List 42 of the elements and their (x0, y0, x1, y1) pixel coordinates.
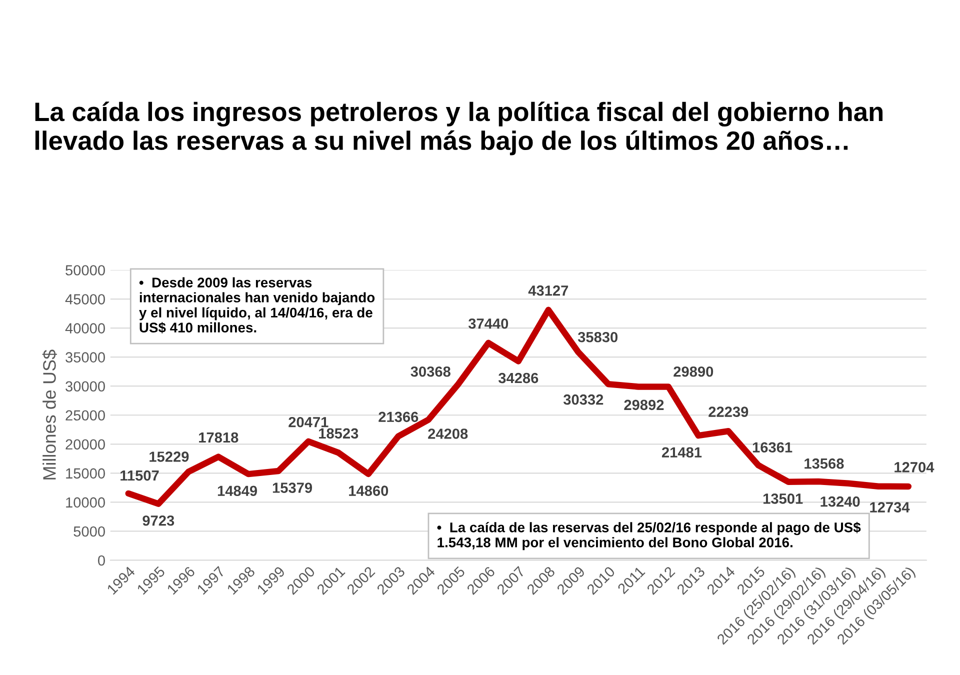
data-label: 14860 (349, 486, 388, 496)
data-label: 30368 (410, 366, 450, 377)
data-label: 20471 (288, 416, 328, 428)
data-label: 30332 (563, 394, 604, 405)
data-label: 24208 (428, 428, 468, 439)
annotation: • La caída de las reservas del 25/02/16 responde al pago de US$ 1.543,18 MM por el vencimiento del Bono Global 2016. (437, 522, 861, 550)
y-tick-label: 45000 (65, 294, 105, 304)
y-tick-label: 25000 (66, 410, 105, 421)
data-label: 43127 (528, 285, 568, 296)
y-tick-label: 30000 (66, 381, 105, 392)
chart-title: La caída los ingresos petroleros y la política fiscal del gobierno han llevado las reservas a su nivel más bajo de los últimos 20 años… (35, 102, 883, 156)
data-label: 9723 (142, 515, 174, 526)
data-label: 12734 (870, 502, 910, 512)
data-label: 21366 (378, 412, 418, 422)
data-label: 29890 (674, 366, 714, 377)
data-label: 22239 (708, 406, 748, 418)
data-label: 37440 (468, 318, 508, 329)
y-tick-label: 5000 (74, 526, 105, 537)
y-tick-label: 0 (98, 555, 105, 566)
y-axis-title: Millones de US$ (42, 350, 57, 480)
data-label: 13240 (820, 496, 860, 507)
data-label: 15229 (150, 452, 189, 462)
data-label: 21481 (662, 447, 702, 458)
data-label: 11507 (120, 470, 159, 481)
data-label: 12704 (894, 462, 934, 472)
data-label: 13568 (804, 458, 844, 469)
data-label: 35830 (578, 332, 618, 342)
data-label: 16361 (752, 442, 792, 453)
data-label: 34286 (498, 372, 538, 384)
data-label: 17818 (199, 432, 238, 443)
y-tick-label: 10000 (66, 497, 105, 508)
y-tick-label: 35000 (66, 352, 105, 363)
data-label: 29892 (624, 400, 664, 410)
y-tick-label: 50000 (66, 265, 105, 276)
data-label: 15379 (272, 482, 312, 493)
data-label: 14849 (218, 486, 258, 496)
y-tick-label: 15000 (66, 468, 105, 479)
data-label: 18523 (319, 428, 358, 439)
annotation: • Desde 2009 las reservas internacionales han venido bajando y el nivel líquido, al 14/04/16, era de US$ 410 millones. (139, 277, 375, 334)
y-tick-label: 40000 (65, 323, 105, 334)
y-tick-label: 20000 (66, 439, 105, 450)
data-label: 13501 (763, 494, 803, 504)
